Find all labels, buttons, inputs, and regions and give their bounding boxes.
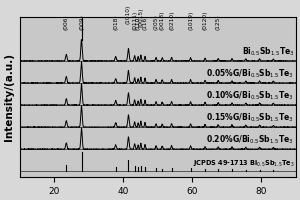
- Text: (116): (116): [142, 14, 148, 30]
- Text: (1010): (1010): [126, 4, 131, 24]
- Text: (125): (125): [216, 14, 221, 30]
- Text: JCPDS 49-1713 Bi$_{0.5}$Sb$_{1.5}$Te$_3$: JCPDS 49-1713 Bi$_{0.5}$Sb$_{1.5}$Te$_3$: [193, 159, 294, 169]
- Text: (006): (006): [64, 14, 69, 30]
- Text: (205): (205): [154, 14, 159, 30]
- Text: 0.10%G/Bi$_{0.5}$Sb$_{1.5}$Te$_3$: 0.10%G/Bi$_{0.5}$Sb$_{1.5}$Te$_3$: [206, 89, 294, 102]
- Text: 0.05%G/Bi$_{0.5}$Sb$_{1.5}$Te$_3$: 0.05%G/Bi$_{0.5}$Sb$_{1.5}$Te$_3$: [206, 67, 294, 80]
- Text: (110): (110): [136, 14, 141, 30]
- Text: (018): (018): [113, 14, 118, 30]
- Text: (009): (009): [79, 14, 84, 30]
- Text: 0.20%G/Bi$_{0.5}$Sb$_{1.5}$Te$_3$: 0.20%G/Bi$_{0.5}$Sb$_{1.5}$Te$_3$: [206, 133, 294, 146]
- Text: Bi$_{0.5}$Sb$_{1.5}$Te$_3$: Bi$_{0.5}$Sb$_{1.5}$Te$_3$: [242, 45, 294, 58]
- Text: (1019): (1019): [188, 10, 193, 30]
- Text: (0120): (0120): [202, 10, 208, 30]
- Text: (0111): (0111): [132, 10, 137, 30]
- Y-axis label: Intensity/(a.u.): Intensity/(a.u.): [4, 53, 14, 141]
- Text: (0015): (0015): [138, 7, 143, 27]
- Text: (0018): (0018): [160, 10, 165, 30]
- Text: (0210): (0210): [169, 10, 174, 30]
- Text: 0.15%G/Bi$_{0.5}$Sb$_{1.5}$Te$_3$: 0.15%G/Bi$_{0.5}$Sb$_{1.5}$Te$_3$: [206, 111, 294, 124]
